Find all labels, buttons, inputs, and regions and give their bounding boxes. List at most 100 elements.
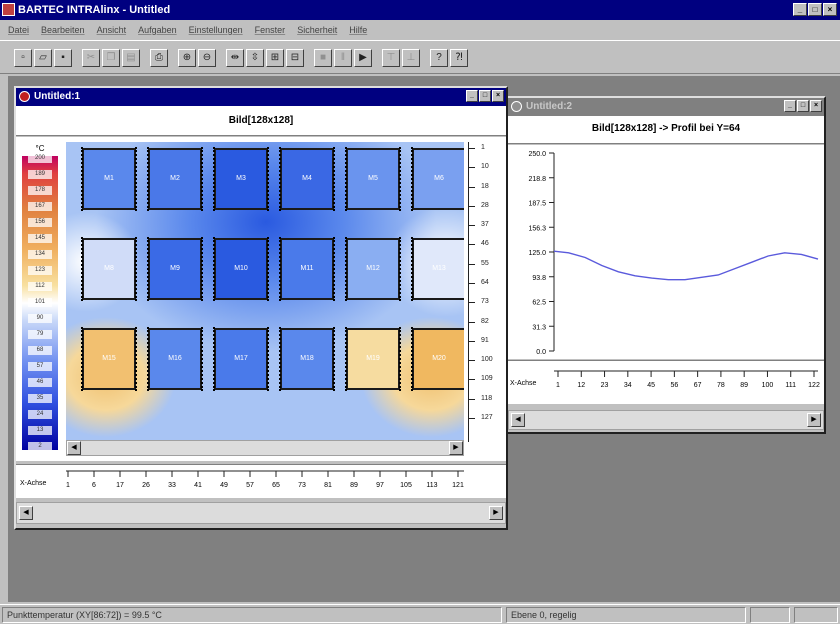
image-window[interactable]: Untitled:1 _ □ × Bild[128x128] °C 200 189… [14, 86, 508, 530]
legend-label: 101 [28, 298, 52, 307]
x-tick-label: 122 [808, 382, 820, 389]
legend-label: 123 [28, 266, 52, 275]
maximize-button[interactable]: □ [479, 90, 491, 102]
sensor-region[interactable]: M2 [147, 147, 203, 211]
print-icon[interactable]: ⎙ [150, 49, 168, 67]
fit-width-icon[interactable]: ⇹ [226, 49, 244, 67]
zoom-in-icon[interactable]: ⊕ [178, 49, 196, 67]
menu-einstellungen[interactable]: Einstellungen [188, 25, 243, 35]
scroll-right-icon[interactable]: ▶ [807, 413, 821, 427]
sensor-region[interactable]: M16 [147, 327, 203, 391]
status-panel-3 [750, 607, 790, 623]
paste-icon[interactable]: ▤ [122, 49, 140, 67]
sensor-region[interactable]: M17 [213, 327, 269, 391]
image-window-title: Untitled:1 [34, 91, 81, 102]
scroll-left-icon[interactable]: ◀ [67, 441, 81, 455]
sensor-region[interactable]: M15 [81, 327, 137, 391]
sensor-region[interactable]: M19 [345, 327, 401, 391]
legend-label: 156 [28, 218, 52, 227]
play-icon[interactable]: ▶ [354, 49, 372, 67]
sensor-region[interactable]: M12 [345, 237, 401, 301]
profile-window[interactable]: Untitled:2 _ □ × Bild[128x128] -> Profil… [506, 96, 826, 434]
color-legend: °C 200 189 178 167 156 145 134 123 112 101 90 79 68 5… [20, 144, 60, 454]
toolbar: ▫ ▱ ▪ ✂ ❐ ▤ ⎙ ⊕ ⊖ ⇹ ⇳ ⊞ ⊟ ■ ‖ ▶ ⊤ ⊥ ? ⁈ [0, 40, 840, 74]
image-x-axis: X-Achse 1 6 17 26 33 41 49 57 65 73 81 89 97 105 113 121 [16, 464, 506, 498]
sensor-region[interactable]: M5 [345, 147, 401, 211]
close-button[interactable]: × [810, 100, 822, 112]
menu-aufgaben[interactable]: Aufgaben [138, 25, 177, 35]
sensor-region[interactable]: M20 [411, 327, 464, 391]
y-tick-label: 1 [481, 144, 485, 151]
sensor-label: M8 [104, 265, 114, 272]
y-tick-label: 28 [481, 201, 489, 209]
menu-bearbeiten[interactable]: Bearbeiten [41, 25, 85, 35]
x-tick-label: 49 [220, 482, 228, 489]
scroll-right-icon[interactable]: ▶ [449, 441, 463, 455]
app-title: BARTEC INTRAlinx - Untitled [18, 4, 171, 16]
sensor-region[interactable]: M8 [81, 237, 137, 301]
maximize-button[interactable]: □ [808, 3, 822, 16]
status-panel-4 [794, 607, 838, 623]
image-window-titlebar[interactable]: Untitled:1 _ □ × [16, 88, 506, 106]
menu-datei[interactable]: Datei [8, 25, 30, 35]
close-button[interactable]: × [823, 3, 837, 16]
menu-ansicht[interactable]: Ansicht [96, 25, 127, 35]
copy-icon[interactable]: ❐ [102, 49, 120, 67]
minimize-button[interactable]: _ [466, 90, 478, 102]
sensor-region[interactable]: M4 [279, 147, 335, 211]
x-tick-label: 78 [717, 382, 725, 389]
y-tick-label: 109 [481, 375, 493, 383]
step-icon[interactable]: ⊤ [382, 49, 400, 67]
profile-window-titlebar[interactable]: Untitled:2 _ □ × [508, 98, 824, 116]
image-h-scrollbar[interactable]: ◀ ▶ [66, 440, 464, 456]
y-tick-label: 127 [481, 414, 493, 421]
record-icon[interactable]: ⊥ [402, 49, 420, 67]
sensor-region[interactable]: M11 [279, 237, 335, 301]
sensor-region[interactable]: M13 [411, 237, 464, 301]
profile-header: Bild[128x128] -> Profil bei Y=64 [508, 116, 824, 144]
help-icon[interactable]: ? [430, 49, 448, 67]
legend-label: 178 [28, 186, 52, 195]
menu-fenster[interactable]: Fenster [254, 25, 286, 35]
sensor-region[interactable]: M10 [213, 237, 269, 301]
x-tick-label: 17 [116, 482, 124, 489]
minimize-button[interactable]: _ [793, 3, 807, 16]
menu-hilfe[interactable]: Hilfe [349, 25, 368, 35]
sensor-region[interactable]: M1 [81, 147, 137, 211]
scroll-left-icon[interactable]: ◀ [19, 506, 33, 520]
legend-label: 2 [28, 442, 52, 451]
sensor-label: M11 [300, 265, 314, 272]
sensor-label: M4 [302, 175, 312, 182]
legend-label: 167 [28, 202, 52, 211]
stop-icon[interactable]: ■ [314, 49, 332, 67]
zoom-out-icon[interactable]: ⊖ [198, 49, 216, 67]
app-titlebar: BARTEC INTRAlinx - Untitled _ □ × [0, 0, 840, 20]
y-tick-label: 118 [481, 394, 493, 402]
window-h-scrollbar[interactable]: ◀ ▶ [16, 502, 506, 524]
x-tick-label: 1 [556, 382, 560, 389]
context-help-icon[interactable]: ⁈ [450, 49, 468, 67]
close-button[interactable]: × [492, 90, 504, 102]
profile-plot-area: 250.0 218.8 187.5 156.3 125.0 93.8 62.5 31.3 0.0 [508, 145, 824, 359]
cut-icon[interactable]: ✂ [82, 49, 100, 67]
fit-height-icon[interactable]: ⇳ [246, 49, 264, 67]
pause-icon[interactable]: ‖ [334, 49, 352, 67]
sensor-region[interactable]: M3 [213, 147, 269, 211]
split-icon[interactable]: ⊞ [266, 49, 284, 67]
maximize-button[interactable]: □ [797, 100, 809, 112]
profile-scrollbar[interactable]: ◀ ▶ [508, 410, 824, 430]
minimize-button[interactable]: _ [784, 100, 796, 112]
new-icon[interactable]: ▫ [14, 49, 32, 67]
merge-icon[interactable]: ⊟ [286, 49, 304, 67]
sensor-label: M1 [104, 175, 114, 182]
scroll-right-icon[interactable]: ▶ [489, 506, 503, 520]
sensor-label: M18 [300, 355, 314, 362]
menu-sicherheit[interactable]: Sicherheit [297, 25, 338, 35]
sensor-region[interactable]: M9 [147, 237, 203, 301]
y-tick-label: 10 [481, 163, 489, 171]
open-icon[interactable]: ▱ [34, 49, 52, 67]
scroll-left-icon[interactable]: ◀ [511, 413, 525, 427]
sensor-region[interactable]: M18 [279, 327, 335, 391]
sensor-region[interactable]: M6 [411, 147, 464, 211]
save-icon[interactable]: ▪ [54, 49, 72, 67]
